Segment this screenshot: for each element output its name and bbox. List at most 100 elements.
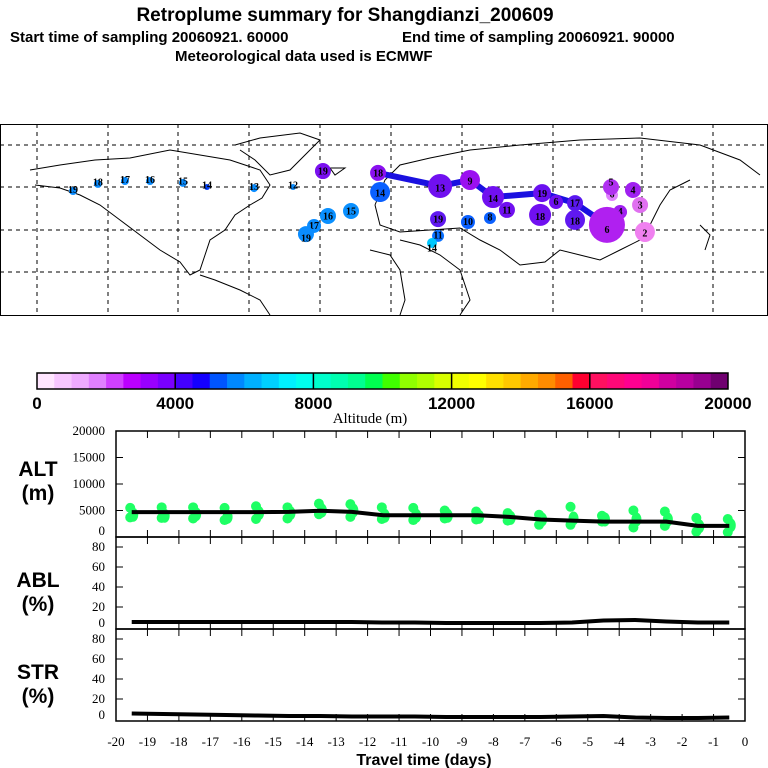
x-tick-label: -2 (677, 734, 688, 749)
map-marker: 18 (529, 203, 552, 226)
colorbar-tick-label: 16000 (566, 394, 613, 413)
map-marker: 2 (634, 221, 655, 242)
altitude-cluster-point (722, 527, 733, 538)
altitude-cluster-point (565, 501, 576, 512)
marker-label: 12 (288, 180, 298, 191)
altitude-cluster-point (125, 512, 136, 523)
marker-circle (602, 179, 619, 196)
map-marker: 12 (288, 180, 298, 191)
marker-label: 19 (537, 189, 547, 200)
map-marker: 10 (460, 215, 475, 229)
marker-label: 2 (642, 228, 647, 239)
colorbar-cell (676, 373, 694, 389)
marker-label: 17 (120, 175, 130, 186)
colorbar-xlabel: Altitude (m) (333, 411, 408, 427)
marker-circle (319, 207, 336, 224)
marker-circle (432, 229, 445, 242)
map-marker: 18 (565, 209, 586, 230)
map-marker: 16 (319, 207, 336, 224)
colorbar-cell (624, 373, 643, 389)
altitude-cluster-point (534, 519, 545, 530)
map-marker: 4 (624, 181, 641, 198)
marker-label: 19 (68, 185, 78, 196)
abl-axis-label: (%) (22, 593, 55, 616)
y-tick-label: 0 (99, 615, 106, 630)
map-marker: 18 (370, 164, 387, 181)
colorbar-cell (347, 373, 366, 389)
altitude-cluster-point (408, 515, 419, 526)
marker-circle (370, 164, 387, 181)
colorbar-cell (106, 373, 124, 389)
marker-circle (567, 195, 584, 212)
x-tick-label: -5 (582, 734, 593, 749)
marker-label: 19 (318, 167, 328, 178)
str-mean-line (131, 711, 730, 720)
map-marker: 3 (632, 196, 649, 213)
colorbar-cell (607, 373, 625, 389)
colorbar-tick-label: 4000 (156, 394, 194, 413)
marker-circle (565, 209, 586, 230)
map-marker: 16 (145, 175, 155, 186)
marker-circle (430, 211, 447, 228)
altitude-cluster-point (691, 526, 702, 537)
colorbar-cell (658, 373, 677, 389)
marker-circle (588, 206, 625, 243)
colorbar-cell (693, 373, 712, 389)
marker-circle (483, 212, 496, 225)
colorbar-cell (589, 373, 608, 389)
colorbar-cell (123, 373, 142, 389)
marker-circle (460, 215, 475, 229)
colorbar-cell (209, 373, 228, 389)
marker-circle (459, 169, 480, 190)
marker-label: 17 (309, 221, 319, 232)
altitude-cluster-point (188, 513, 199, 524)
x-tick-label: -7 (519, 734, 530, 749)
map-marker: 14 (202, 180, 212, 191)
marker-label: 14 (427, 243, 437, 254)
colorbar-tick-label: 8000 (294, 394, 332, 413)
marker-circle (428, 174, 453, 199)
y-tick-label: 20 (92, 691, 105, 706)
colorbar-cell (313, 373, 332, 389)
y-tick-label: 80 (92, 539, 105, 554)
marker-label: 16 (145, 175, 155, 186)
x-tick-label: -3 (645, 734, 656, 749)
marker-circle (203, 184, 210, 191)
map-marker: 9 (459, 169, 480, 190)
marker-circle (533, 184, 552, 203)
colorbar-cell (157, 373, 176, 389)
x-tick-label: -13 (327, 734, 344, 749)
y-tick-label: 5000 (79, 503, 105, 518)
map-marker: 6 (549, 195, 564, 210)
marker-label: 19 (301, 234, 311, 245)
altitude-cluster-point (251, 513, 262, 524)
x-tick-label: 0 (742, 734, 749, 749)
marker-label: 6 (604, 225, 609, 236)
marker-circle (529, 203, 552, 226)
x-tick-label: -8 (488, 734, 499, 749)
marker-circle (146, 177, 155, 186)
x-tick-label: -14 (296, 734, 314, 749)
y-tick-label: 0 (99, 707, 106, 722)
x-tick-label: -17 (202, 734, 220, 749)
map-marker: 19 (297, 226, 314, 245)
y-tick-label: 40 (92, 671, 105, 686)
marker-circle (549, 195, 564, 210)
colorbar-cell (572, 373, 591, 389)
colorbar-cell (261, 373, 280, 389)
map-marker: 13 (428, 174, 453, 199)
marker-label: 13 (435, 183, 445, 194)
colorbar-cell (503, 373, 522, 389)
end-time-label: End time of sampling 20060921. 90000 (402, 29, 675, 46)
marker-label: 6 (609, 190, 614, 201)
colorbar-cell (37, 373, 55, 389)
x-tick-label: -6 (551, 734, 562, 749)
marker-label: 18 (535, 212, 545, 223)
map-marker: 5 (602, 178, 619, 196)
colorbar-cell (192, 373, 211, 389)
x-tick-label: -12 (359, 734, 376, 749)
marker-circle (370, 182, 391, 203)
map-marker: 17 (120, 175, 130, 186)
marker-circle (290, 184, 297, 191)
map-marker: 19 (430, 211, 447, 228)
